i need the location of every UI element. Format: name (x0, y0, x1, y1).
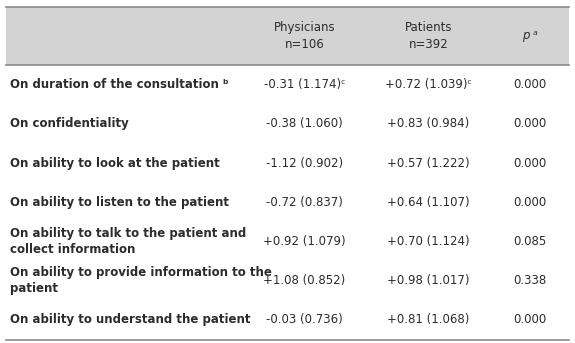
Text: +0.70 (1.124): +0.70 (1.124) (387, 235, 470, 248)
Bar (6, 7, 569, 65)
Text: Physicians
n=106: Physicians n=106 (274, 21, 335, 51)
Text: Patients
n=392: Patients n=392 (405, 21, 452, 51)
Text: On ability to understand the patient: On ability to understand the patient (10, 314, 251, 327)
Text: +0.98 (1.017): +0.98 (1.017) (387, 274, 470, 287)
Bar (6, 104, 569, 143)
Text: On ability to provide information to the
patient: On ability to provide information to the… (10, 266, 272, 295)
Text: On ability to listen to the patient: On ability to listen to the patient (10, 196, 229, 209)
Bar (6, 300, 569, 340)
Text: On ability to look at the patient: On ability to look at the patient (10, 157, 220, 170)
Text: On ability to talk to the patient and
collect information: On ability to talk to the patient and co… (10, 227, 247, 256)
Bar (6, 65, 569, 104)
Text: 0.000: 0.000 (513, 196, 546, 209)
Text: +0.92 (1.079): +0.92 (1.079) (263, 235, 346, 248)
Text: +0.81 (1.068): +0.81 (1.068) (387, 314, 470, 327)
Text: +0.57 (1.222): +0.57 (1.222) (387, 157, 470, 170)
Bar (6, 261, 569, 300)
Text: On duration of the consultation ᵇ: On duration of the consultation ᵇ (10, 78, 229, 91)
Bar (6, 222, 569, 261)
Text: +1.08 (0.852): +1.08 (0.852) (263, 274, 346, 287)
Text: 0.000: 0.000 (513, 117, 546, 130)
Text: 0.000: 0.000 (513, 78, 546, 91)
Text: -0.72 (0.837): -0.72 (0.837) (266, 196, 343, 209)
Text: 0.000: 0.000 (513, 314, 546, 327)
Bar (6, 143, 569, 183)
Text: -0.03 (0.736): -0.03 (0.736) (266, 314, 343, 327)
Text: +0.83 (0.984): +0.83 (0.984) (387, 117, 470, 130)
Text: 0.000: 0.000 (513, 157, 546, 170)
Text: -0.38 (1.060): -0.38 (1.060) (266, 117, 343, 130)
Text: p ᵃ: p ᵃ (522, 29, 538, 43)
Text: -0.31 (1.174)ᶜ: -0.31 (1.174)ᶜ (264, 78, 345, 91)
Text: +0.72 (1.039)ᶜ: +0.72 (1.039)ᶜ (385, 78, 472, 91)
Bar (6, 183, 569, 222)
Text: On confidentiality: On confidentiality (10, 117, 129, 130)
Text: +0.64 (1.107): +0.64 (1.107) (387, 196, 470, 209)
Text: 0.338: 0.338 (513, 274, 546, 287)
Text: 0.085: 0.085 (513, 235, 546, 248)
Text: -1.12 (0.902): -1.12 (0.902) (266, 157, 343, 170)
